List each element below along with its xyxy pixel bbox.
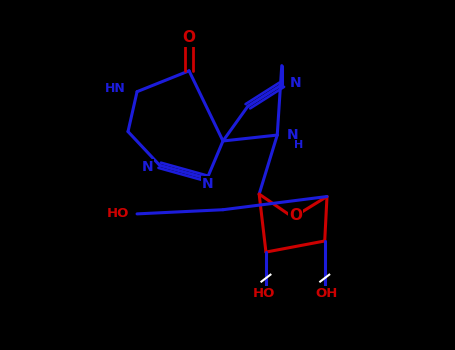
Text: O: O: [182, 30, 196, 46]
Text: N: N: [290, 76, 302, 90]
Text: N: N: [287, 128, 299, 142]
Text: H: H: [294, 140, 303, 150]
Text: N: N: [141, 160, 153, 174]
Text: HN: HN: [105, 82, 126, 95]
Text: HO: HO: [106, 208, 129, 220]
Text: N: N: [202, 177, 214, 191]
Text: OH: OH: [316, 287, 338, 300]
Text: O: O: [289, 208, 302, 223]
Text: HO: HO: [253, 287, 275, 300]
